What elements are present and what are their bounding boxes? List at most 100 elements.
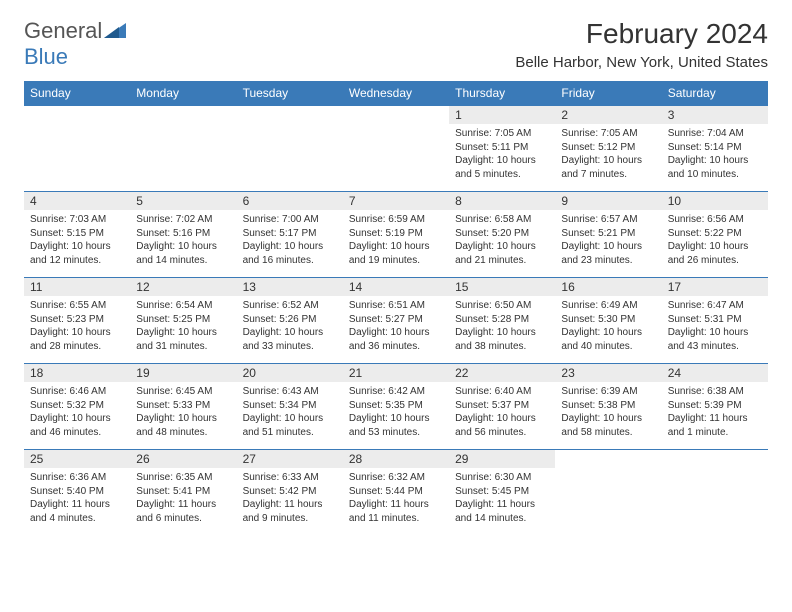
sunrise-text: Sunrise: 6:46 AM <box>30 385 124 399</box>
sunset-text: Sunset: 5:23 PM <box>30 313 124 327</box>
day-number: 1 <box>449 106 555 124</box>
location: Belle Harbor, New York, United States <box>515 54 768 71</box>
sunrise-text: Sunrise: 6:43 AM <box>243 385 337 399</box>
sunrise-text: Sunrise: 6:51 AM <box>349 299 443 313</box>
day-detail: Sunrise: 6:42 AMSunset: 5:35 PMDaylight:… <box>343 382 449 443</box>
daylight-text: Daylight: 10 hours and 38 minutes. <box>455 326 549 353</box>
sunset-text: Sunset: 5:26 PM <box>243 313 337 327</box>
daylight-text: Daylight: 11 hours and 4 minutes. <box>30 498 124 525</box>
day-detail: Sunrise: 6:58 AMSunset: 5:20 PMDaylight:… <box>449 210 555 271</box>
day-number: 21 <box>343 364 449 382</box>
calendar-week-row: 25Sunrise: 6:36 AMSunset: 5:40 PMDayligh… <box>24 450 768 536</box>
day-detail: Sunrise: 6:46 AMSunset: 5:32 PMDaylight:… <box>24 382 130 443</box>
brand-part2-wrap: Blue <box>24 44 68 70</box>
calendar-table: SundayMondayTuesdayWednesdayThursdayFrid… <box>24 81 768 536</box>
sunset-text: Sunset: 5:16 PM <box>136 227 230 241</box>
day-detail: Sunrise: 6:50 AMSunset: 5:28 PMDaylight:… <box>449 296 555 357</box>
sunrise-text: Sunrise: 7:00 AM <box>243 213 337 227</box>
sunset-text: Sunset: 5:41 PM <box>136 485 230 499</box>
sunset-text: Sunset: 5:22 PM <box>668 227 762 241</box>
day-detail: Sunrise: 6:47 AMSunset: 5:31 PMDaylight:… <box>662 296 768 357</box>
sunset-text: Sunset: 5:37 PM <box>455 399 549 413</box>
sunset-text: Sunset: 5:27 PM <box>349 313 443 327</box>
sunrise-text: Sunrise: 6:56 AM <box>668 213 762 227</box>
calendar-day-cell <box>662 450 768 536</box>
daylight-text: Daylight: 10 hours and 36 minutes. <box>349 326 443 353</box>
calendar-day-cell: 12Sunrise: 6:54 AMSunset: 5:25 PMDayligh… <box>130 278 236 364</box>
calendar-day-cell: 11Sunrise: 6:55 AMSunset: 5:23 PMDayligh… <box>24 278 130 364</box>
day-detail: Sunrise: 7:05 AMSunset: 5:12 PMDaylight:… <box>555 124 661 185</box>
sunset-text: Sunset: 5:14 PM <box>668 141 762 155</box>
daylight-text: Daylight: 10 hours and 58 minutes. <box>561 412 655 439</box>
calendar-day-cell: 4Sunrise: 7:03 AMSunset: 5:15 PMDaylight… <box>24 192 130 278</box>
calendar-day-cell: 28Sunrise: 6:32 AMSunset: 5:44 PMDayligh… <box>343 450 449 536</box>
day-number: 28 <box>343 450 449 468</box>
sunset-text: Sunset: 5:32 PM <box>30 399 124 413</box>
calendar-day-cell: 22Sunrise: 6:40 AMSunset: 5:37 PMDayligh… <box>449 364 555 450</box>
sunset-text: Sunset: 5:42 PM <box>243 485 337 499</box>
sunrise-text: Sunrise: 6:49 AM <box>561 299 655 313</box>
daylight-text: Daylight: 10 hours and 48 minutes. <box>136 412 230 439</box>
day-detail: Sunrise: 6:56 AMSunset: 5:22 PMDaylight:… <box>662 210 768 271</box>
day-number: 14 <box>343 278 449 296</box>
calendar-day-cell <box>130 106 236 192</box>
calendar-day-cell: 5Sunrise: 7:02 AMSunset: 5:16 PMDaylight… <box>130 192 236 278</box>
day-detail: Sunrise: 7:04 AMSunset: 5:14 PMDaylight:… <box>662 124 768 185</box>
day-detail: Sunrise: 6:52 AMSunset: 5:26 PMDaylight:… <box>237 296 343 357</box>
calendar-day-cell: 25Sunrise: 6:36 AMSunset: 5:40 PMDayligh… <box>24 450 130 536</box>
sunset-text: Sunset: 5:45 PM <box>455 485 549 499</box>
calendar-day-cell: 2Sunrise: 7:05 AMSunset: 5:12 PMDaylight… <box>555 106 661 192</box>
sunrise-text: Sunrise: 6:54 AM <box>136 299 230 313</box>
calendar-day-cell <box>343 106 449 192</box>
sunset-text: Sunset: 5:35 PM <box>349 399 443 413</box>
calendar-day-cell: 8Sunrise: 6:58 AMSunset: 5:20 PMDaylight… <box>449 192 555 278</box>
calendar-body: 1Sunrise: 7:05 AMSunset: 5:11 PMDaylight… <box>24 106 768 536</box>
sunset-text: Sunset: 5:25 PM <box>136 313 230 327</box>
day-detail: Sunrise: 6:36 AMSunset: 5:40 PMDaylight:… <box>24 468 130 529</box>
daylight-text: Daylight: 10 hours and 21 minutes. <box>455 240 549 267</box>
calendar-day-cell: 15Sunrise: 6:50 AMSunset: 5:28 PMDayligh… <box>449 278 555 364</box>
daylight-text: Daylight: 10 hours and 28 minutes. <box>30 326 124 353</box>
calendar-day-cell: 17Sunrise: 6:47 AMSunset: 5:31 PMDayligh… <box>662 278 768 364</box>
sunset-text: Sunset: 5:38 PM <box>561 399 655 413</box>
sunrise-text: Sunrise: 6:40 AM <box>455 385 549 399</box>
weekday-header: Saturday <box>662 81 768 106</box>
calendar-day-cell <box>555 450 661 536</box>
day-detail: Sunrise: 6:54 AMSunset: 5:25 PMDaylight:… <box>130 296 236 357</box>
sunrise-text: Sunrise: 6:33 AM <box>243 471 337 485</box>
day-detail: Sunrise: 6:35 AMSunset: 5:41 PMDaylight:… <box>130 468 236 529</box>
day-number: 24 <box>662 364 768 382</box>
sunset-text: Sunset: 5:39 PM <box>668 399 762 413</box>
weekday-header: Wednesday <box>343 81 449 106</box>
day-number: 16 <box>555 278 661 296</box>
daylight-text: Daylight: 10 hours and 10 minutes. <box>668 154 762 181</box>
day-number: 8 <box>449 192 555 210</box>
daylight-text: Daylight: 10 hours and 23 minutes. <box>561 240 655 267</box>
daylight-text: Daylight: 10 hours and 51 minutes. <box>243 412 337 439</box>
sunrise-text: Sunrise: 7:05 AM <box>455 127 549 141</box>
day-number: 23 <box>555 364 661 382</box>
sunset-text: Sunset: 5:44 PM <box>349 485 443 499</box>
day-number: 26 <box>130 450 236 468</box>
sunrise-text: Sunrise: 6:52 AM <box>243 299 337 313</box>
daylight-text: Daylight: 10 hours and 5 minutes. <box>455 154 549 181</box>
sunset-text: Sunset: 5:15 PM <box>30 227 124 241</box>
sunrise-text: Sunrise: 7:03 AM <box>30 213 124 227</box>
day-number: 11 <box>24 278 130 296</box>
daylight-text: Daylight: 10 hours and 19 minutes. <box>349 240 443 267</box>
day-number: 27 <box>237 450 343 468</box>
day-detail: Sunrise: 6:45 AMSunset: 5:33 PMDaylight:… <box>130 382 236 443</box>
daylight-text: Daylight: 10 hours and 7 minutes. <box>561 154 655 181</box>
day-number: 10 <box>662 192 768 210</box>
calendar-day-cell: 7Sunrise: 6:59 AMSunset: 5:19 PMDaylight… <box>343 192 449 278</box>
calendar-day-cell: 1Sunrise: 7:05 AMSunset: 5:11 PMDaylight… <box>449 106 555 192</box>
daylight-text: Daylight: 11 hours and 11 minutes. <box>349 498 443 525</box>
sunrise-text: Sunrise: 6:39 AM <box>561 385 655 399</box>
daylight-text: Daylight: 10 hours and 56 minutes. <box>455 412 549 439</box>
calendar-day-cell: 27Sunrise: 6:33 AMSunset: 5:42 PMDayligh… <box>237 450 343 536</box>
day-number: 9 <box>555 192 661 210</box>
day-detail: Sunrise: 6:38 AMSunset: 5:39 PMDaylight:… <box>662 382 768 443</box>
sunrise-text: Sunrise: 6:36 AM <box>30 471 124 485</box>
brand-triangle-icon <box>104 20 126 43</box>
daylight-text: Daylight: 10 hours and 14 minutes. <box>136 240 230 267</box>
